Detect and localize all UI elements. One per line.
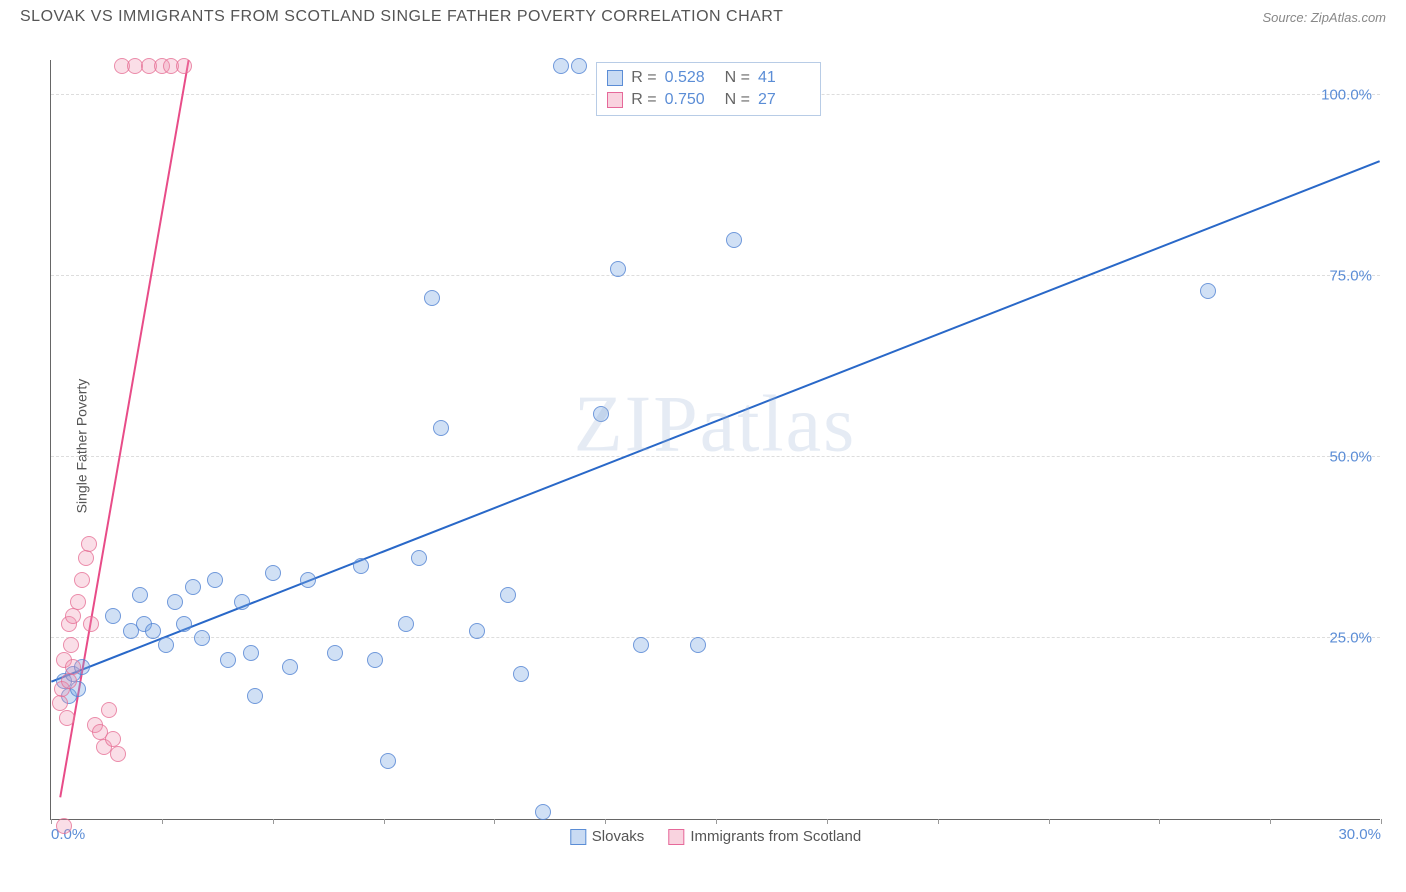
n-label: N =	[725, 91, 750, 109]
chart-title: SLOVAK VS IMMIGRANTS FROM SCOTLAND SINGL…	[20, 8, 783, 26]
data-point	[194, 630, 210, 646]
r-value: 0.528	[665, 69, 717, 87]
n-value: 27	[758, 91, 810, 109]
data-point	[500, 587, 516, 603]
legend-swatch	[607, 70, 623, 86]
legend-row: R = 0.750 N = 27	[607, 89, 810, 111]
data-point	[424, 290, 440, 306]
x-tick	[827, 819, 828, 824]
data-point	[207, 572, 223, 588]
n-label: N =	[725, 69, 750, 87]
data-point	[610, 261, 626, 277]
gridline	[51, 456, 1380, 457]
y-tick-label: 100.0%	[1321, 87, 1372, 104]
x-tick	[51, 819, 52, 824]
data-point	[593, 406, 609, 422]
legend-row: R = 0.528 N = 41	[607, 67, 810, 89]
data-point	[61, 673, 77, 689]
data-point	[398, 616, 414, 632]
x-tick	[273, 819, 274, 824]
data-point	[411, 550, 427, 566]
x-tick	[1270, 819, 1271, 824]
data-point	[59, 710, 75, 726]
data-point	[1200, 283, 1216, 299]
data-point	[176, 58, 192, 74]
data-point	[105, 608, 121, 624]
data-point	[220, 652, 236, 668]
data-point	[81, 536, 97, 552]
y-tick-label: 25.0%	[1329, 630, 1372, 647]
data-point	[513, 666, 529, 682]
r-label: R =	[631, 91, 656, 109]
data-point	[300, 572, 316, 588]
data-point	[690, 637, 706, 653]
data-point	[56, 818, 72, 834]
data-point	[367, 652, 383, 668]
x-tick	[1049, 819, 1050, 824]
data-point	[726, 232, 742, 248]
r-value: 0.750	[665, 91, 717, 109]
gridline	[51, 637, 1380, 638]
chart-header: SLOVAK VS IMMIGRANTS FROM SCOTLAND SINGL…	[0, 0, 1406, 30]
data-point	[535, 804, 551, 820]
x-tick	[1381, 819, 1382, 824]
chart-plot-area: 25.0%50.0%75.0%100.0%0.0%30.0% R = 0.528…	[50, 60, 1380, 820]
data-point	[74, 572, 90, 588]
legend-label: Slovaks	[592, 828, 645, 845]
correlation-legend: R = 0.528 N = 41 R = 0.750 N = 27	[596, 62, 821, 116]
y-tick-label: 75.0%	[1329, 268, 1372, 285]
plot-frame: 25.0%50.0%75.0%100.0%0.0%30.0% R = 0.528…	[50, 60, 1380, 820]
series-legend: Slovaks Immigrants from Scotland	[570, 828, 861, 845]
legend-swatch	[668, 829, 684, 845]
data-point	[282, 659, 298, 675]
data-point	[132, 587, 148, 603]
data-point	[78, 550, 94, 566]
data-point	[176, 616, 192, 632]
trend-lines	[51, 60, 1380, 819]
data-point	[571, 58, 587, 74]
data-point	[380, 753, 396, 769]
data-point	[63, 637, 79, 653]
legend-swatch	[570, 829, 586, 845]
data-point	[633, 637, 649, 653]
x-tick	[384, 819, 385, 824]
data-point	[553, 58, 569, 74]
data-point	[167, 594, 183, 610]
legend-label: Immigrants from Scotland	[690, 828, 861, 845]
data-point	[83, 616, 99, 632]
r-label: R =	[631, 69, 656, 87]
x-tick	[1159, 819, 1160, 824]
data-point	[234, 594, 250, 610]
x-tick-label: 30.0%	[1338, 826, 1381, 843]
data-point	[65, 659, 81, 675]
data-point	[158, 637, 174, 653]
x-tick	[716, 819, 717, 824]
data-point	[469, 623, 485, 639]
data-point	[353, 558, 369, 574]
source-attribution: Source: ZipAtlas.com	[1262, 10, 1386, 25]
data-point	[265, 565, 281, 581]
data-point	[110, 746, 126, 762]
data-point	[101, 702, 117, 718]
x-tick	[162, 819, 163, 824]
x-tick	[494, 819, 495, 824]
y-tick-label: 50.0%	[1329, 449, 1372, 466]
x-tick	[605, 819, 606, 824]
legend-item: Slovaks	[570, 828, 645, 845]
data-point	[145, 623, 161, 639]
data-point	[65, 608, 81, 624]
n-value: 41	[758, 69, 810, 87]
data-point	[327, 645, 343, 661]
data-point	[243, 645, 259, 661]
gridline	[51, 275, 1380, 276]
x-tick	[938, 819, 939, 824]
data-point	[70, 594, 86, 610]
data-point	[185, 579, 201, 595]
data-point	[433, 420, 449, 436]
data-point	[247, 688, 263, 704]
legend-swatch	[607, 92, 623, 108]
legend-item: Immigrants from Scotland	[668, 828, 861, 845]
